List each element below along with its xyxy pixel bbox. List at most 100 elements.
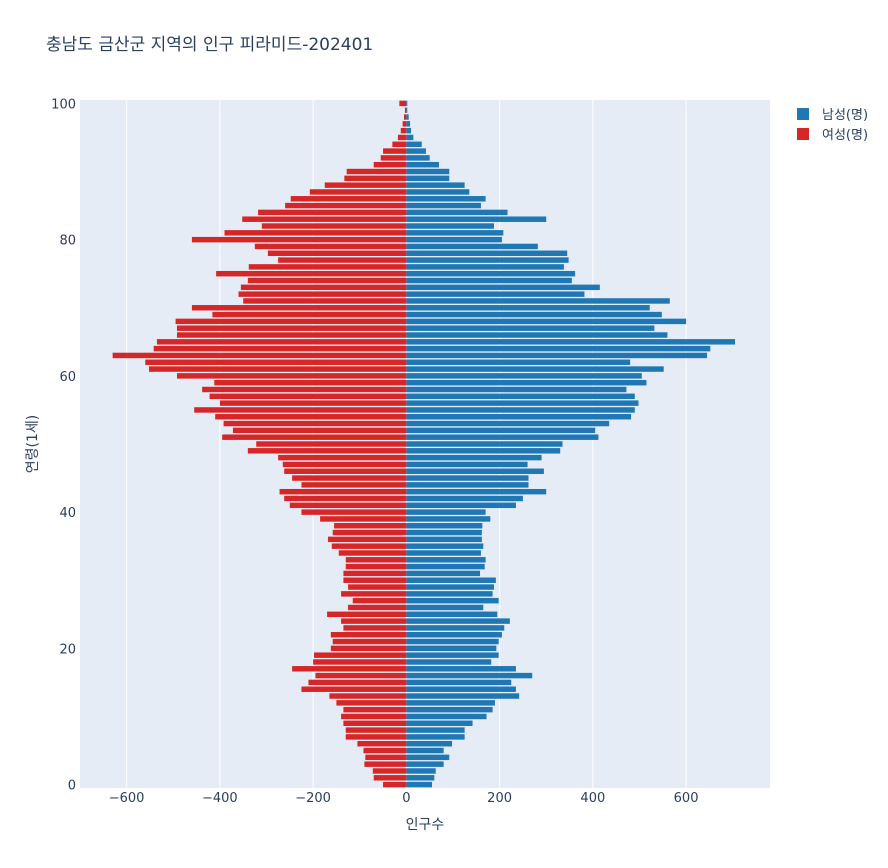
male-bar [406, 264, 564, 270]
female-bar [308, 679, 407, 686]
x-tick-label: 0 [402, 791, 410, 806]
male-bar [406, 516, 491, 522]
male-bar [406, 155, 430, 161]
legend-swatch [797, 108, 809, 120]
female-bar [292, 475, 407, 481]
female-bar [278, 454, 407, 461]
female-bar [145, 359, 407, 365]
x-tick-label: 200 [487, 791, 512, 806]
male-bar [406, 311, 662, 318]
male-bar [406, 332, 668, 338]
male-bar [406, 216, 547, 222]
female-bar [238, 291, 407, 297]
male-bar [406, 339, 736, 345]
male-bar [406, 441, 563, 447]
female-bar [400, 127, 407, 134]
male-bar [406, 645, 497, 652]
male-bar [406, 577, 496, 583]
male-bar [406, 713, 487, 720]
female-bar [372, 768, 407, 774]
female-bar [261, 223, 407, 229]
female-bar [254, 243, 407, 250]
male-bar [406, 114, 409, 120]
male-bar [406, 141, 422, 148]
male-bar [406, 747, 444, 754]
male-bar [406, 277, 572, 284]
male-bar [406, 625, 505, 631]
male-bar [406, 121, 411, 127]
female-bar [191, 236, 407, 243]
female-bar [345, 563, 407, 570]
male-bar [406, 359, 631, 365]
x-tick-label: 600 [674, 791, 699, 806]
female-bar [301, 482, 407, 488]
x-tick-label: −200 [295, 791, 331, 806]
male-bar [406, 727, 465, 733]
female-bar [345, 557, 407, 563]
female-bar [399, 100, 407, 107]
female-bar [328, 536, 407, 543]
male-bar [406, 182, 465, 188]
bars-group [112, 100, 736, 788]
female-bar [373, 775, 407, 781]
female-bar [392, 141, 407, 148]
male-bar [406, 325, 655, 331]
female-bar [343, 720, 407, 727]
female-bar [341, 713, 407, 720]
y-tick-label: 60 [59, 370, 76, 385]
male-bar [406, 366, 664, 372]
male-bar [406, 352, 708, 359]
female-bar [243, 298, 407, 304]
male-bar [406, 488, 547, 495]
female-bar [256, 441, 407, 447]
male-bar [406, 127, 412, 134]
male-bar [406, 223, 494, 229]
male-bar [406, 584, 494, 590]
male-bar [406, 672, 533, 679]
female-bar [212, 311, 407, 318]
male-bar [406, 557, 486, 563]
male-bar [406, 632, 502, 638]
female-bar [357, 740, 407, 747]
female-bar [215, 414, 407, 420]
male-bar [406, 434, 599, 440]
female-bar [112, 352, 407, 359]
female-bar [315, 672, 407, 679]
female-bar [240, 284, 407, 291]
legend-swatch [797, 128, 809, 140]
female-bar [327, 611, 407, 618]
male-bar [406, 754, 450, 761]
male-bar [406, 570, 481, 577]
female-bar [320, 516, 407, 522]
female-bar [292, 666, 407, 672]
x-tick-label: −600 [109, 791, 145, 806]
male-bar [406, 298, 670, 304]
female-bar [364, 761, 407, 767]
y-tick-label: 20 [59, 642, 76, 657]
male-bar [406, 373, 642, 379]
chart-title: 충남도 금산군 지역의 인구 피라미드-202401 [46, 35, 373, 55]
female-bar [216, 270, 407, 277]
male-bar [406, 189, 470, 195]
female-bar [194, 407, 407, 413]
male-bar [406, 706, 493, 713]
male-bar [406, 202, 481, 209]
female-bar [176, 332, 407, 338]
x-axis-title: 인구수 [406, 817, 445, 833]
male-bar [406, 448, 561, 454]
female-bar [352, 597, 407, 604]
male-bar [406, 543, 484, 549]
female-bar [219, 400, 407, 406]
female-bar [341, 618, 407, 624]
female-bar [343, 570, 407, 577]
female-bar [345, 727, 407, 733]
female-bar [202, 386, 407, 393]
female-bar [149, 366, 407, 372]
male-bar [406, 652, 499, 658]
male-bar [406, 509, 486, 515]
y-axis-title: 연령(1세) [25, 415, 41, 473]
male-bar [406, 209, 508, 216]
male-bar [406, 468, 544, 474]
female-bar [279, 488, 407, 495]
